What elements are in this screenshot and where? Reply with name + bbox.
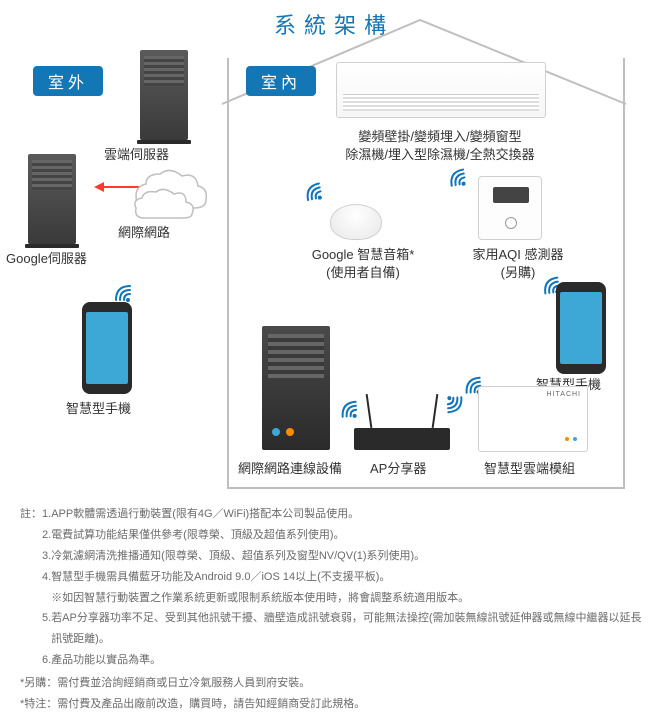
aqi-sensor-icon — [478, 176, 542, 240]
ac-unit-icon — [336, 62, 546, 118]
badge-indoor: 室內 — [246, 66, 316, 96]
smartphone-outdoor-icon — [82, 302, 132, 394]
network-device-icon — [262, 326, 330, 450]
wifi-icon — [337, 393, 369, 421]
wifi-icon — [112, 278, 142, 304]
smartphone-outdoor-label: 智慧型手機 — [66, 400, 131, 418]
google-speaker-icon — [330, 204, 382, 240]
internet-cloud-icon — [130, 168, 212, 224]
cloud-server-label: 雲端伺服器 — [104, 146, 169, 164]
badge-outdoor: 室外 — [33, 66, 103, 96]
cloud-module-icon: HITACHI — [478, 386, 588, 452]
ap-router-icon — [354, 428, 450, 450]
cloud-server-icon — [140, 50, 191, 144]
internet-label: 網際網路 — [118, 224, 170, 242]
cloud-module-label: 智慧型雲端模組 — [484, 460, 575, 478]
wifi-icon — [435, 393, 467, 421]
network-device-label: 網際網路連線設備 — [238, 460, 342, 478]
footnotes: 註：1.APP軟體需透過行動裝置(限有4G／WiFi)搭配本公司製品使用。 2.… — [20, 504, 648, 715]
google-server-icon — [28, 154, 79, 248]
google-speaker-label: Google 智慧音箱* (使用者自備) — [288, 246, 438, 282]
google-server-label: Google伺服器 — [6, 250, 87, 268]
ap-router-label: AP分享器 — [370, 460, 426, 478]
smartphone-indoor-icon — [556, 282, 606, 374]
wifi-icon — [444, 160, 478, 191]
ac-types-label: 變頻壁掛/變頻埋入/變頻窗型 除濕機/埋入型除濕機/全熱交換器 — [300, 128, 580, 164]
